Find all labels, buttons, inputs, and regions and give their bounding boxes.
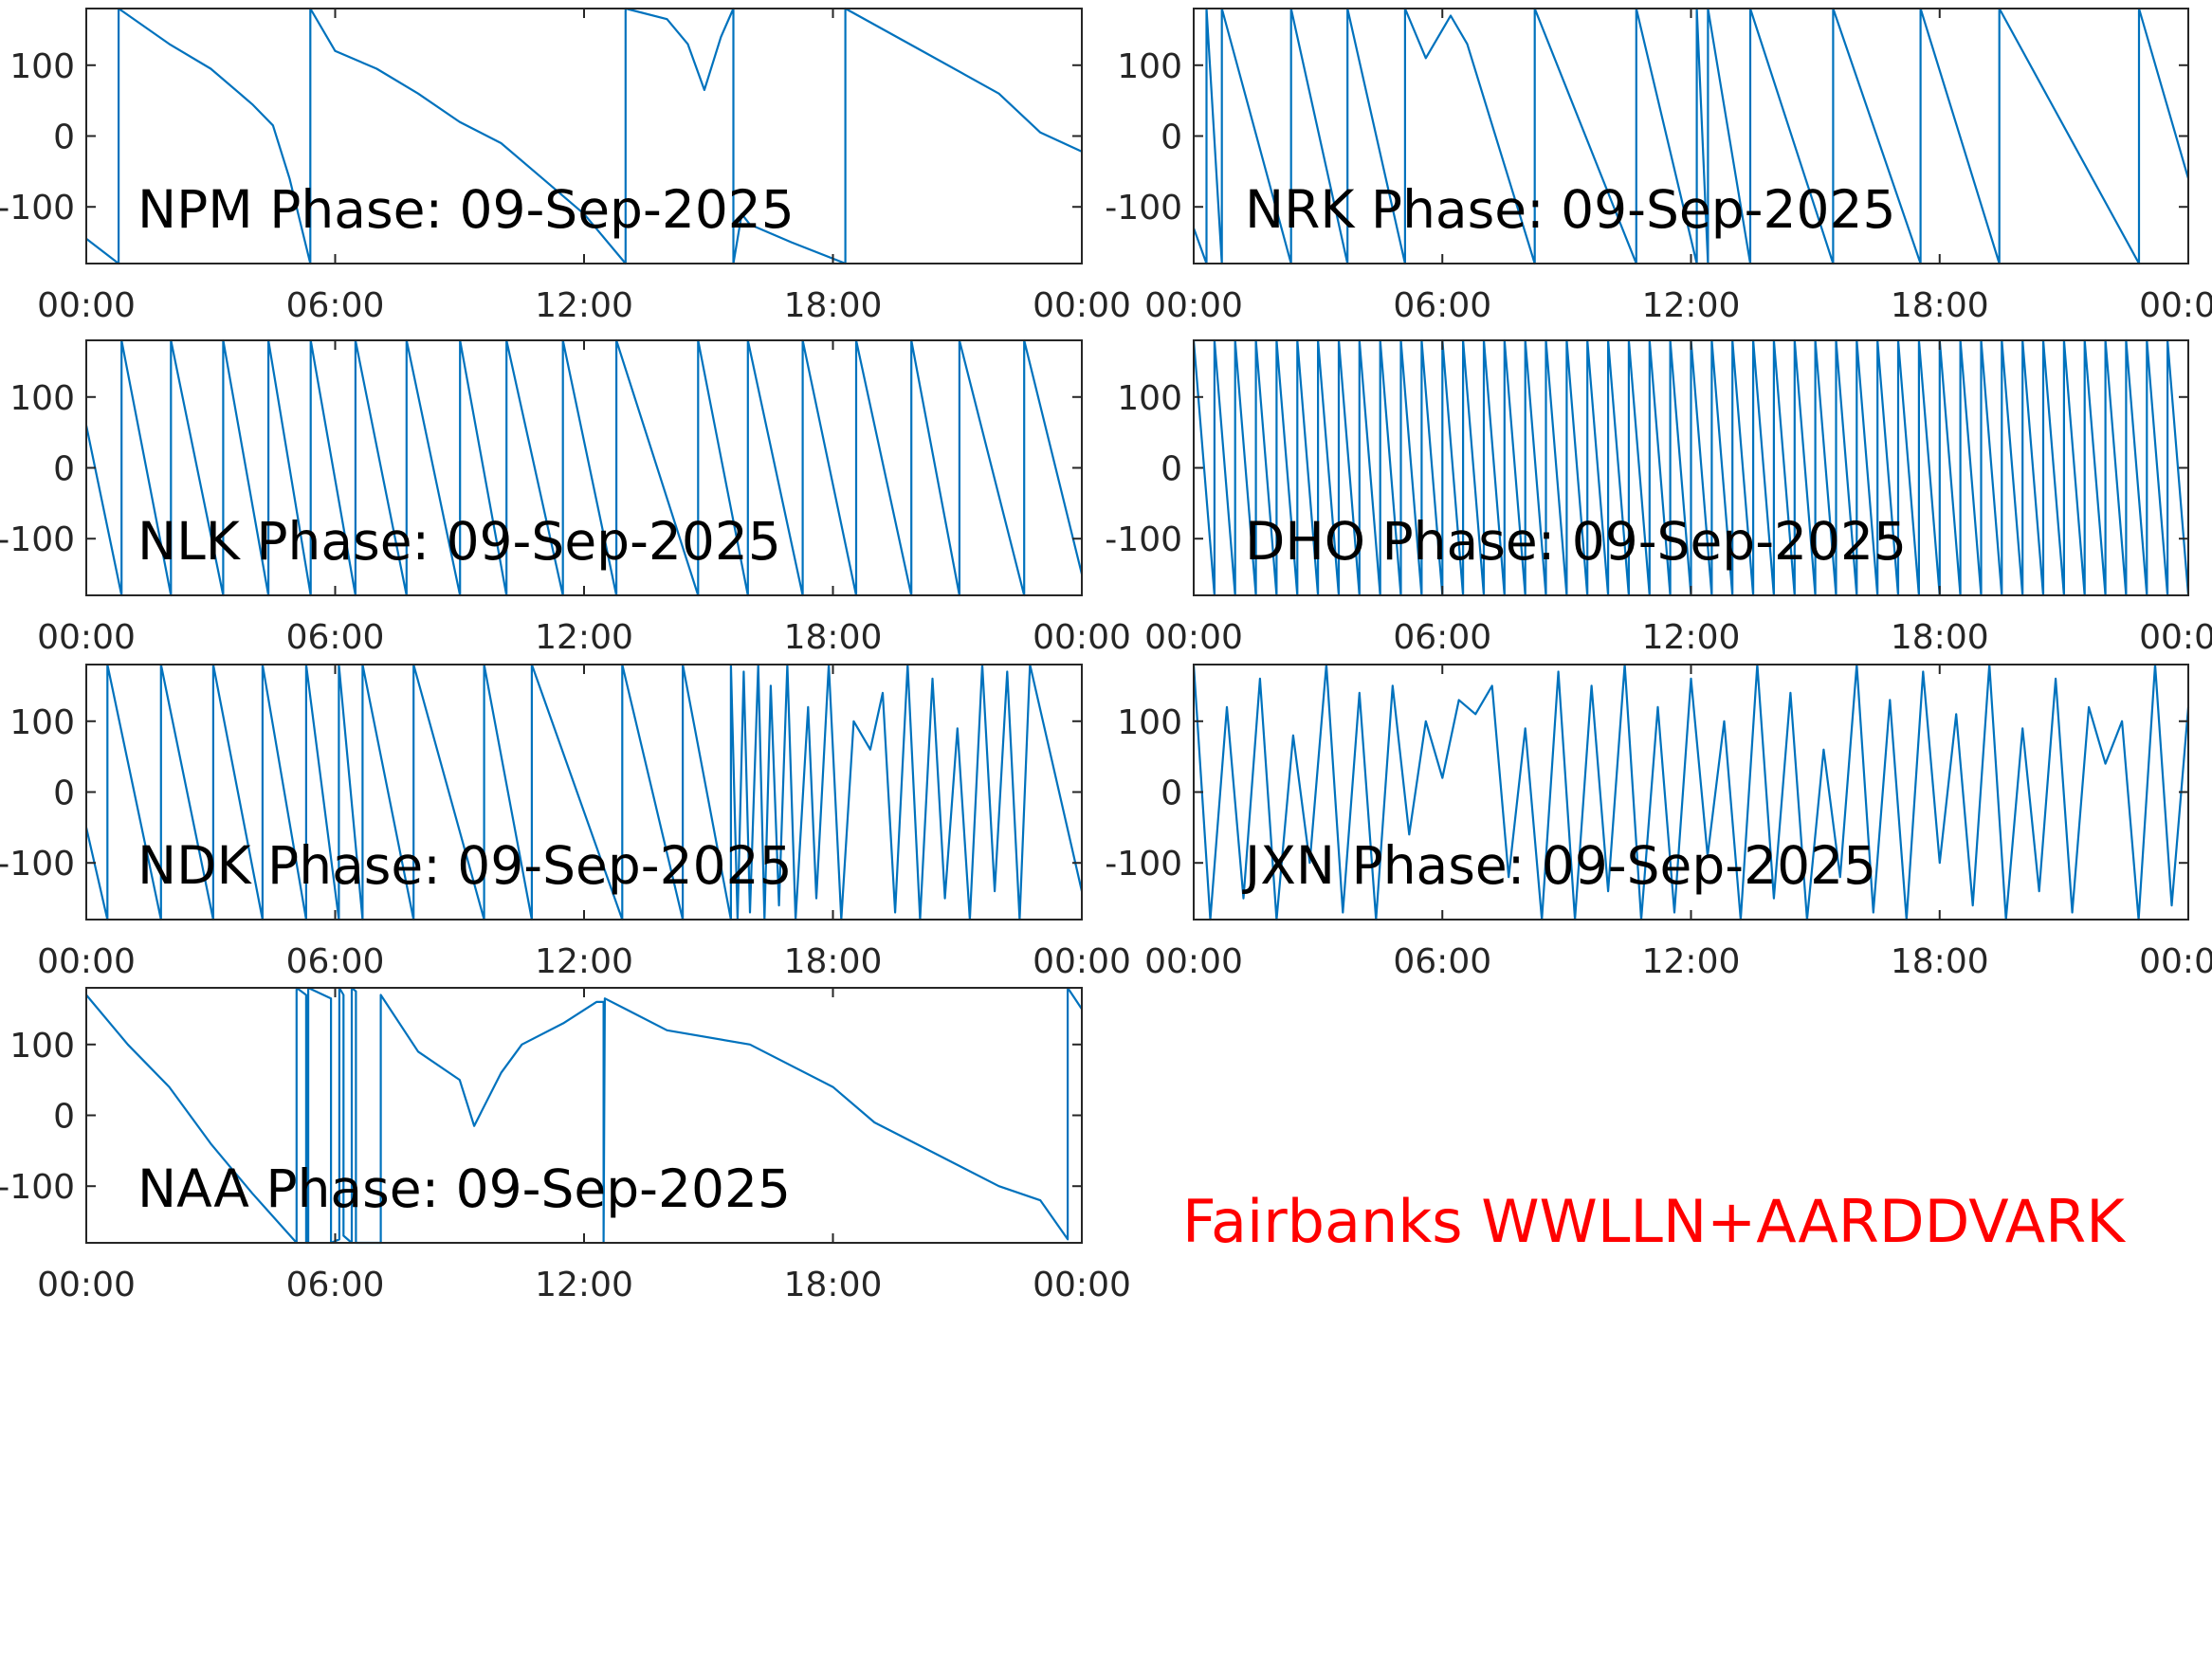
x-tick-label: 00:00	[1033, 1266, 1131, 1304]
panel: -100 0 100 00:00 06:00 12:00 18:00 00:00 NLK Pha…	[0, 338, 1131, 657]
panel: -100 0 100 00:00 06:00 12:00 18:00 00:00 NRK Pha…	[1105, 7, 2212, 325]
y-tick-label: 100	[1117, 379, 1182, 418]
panel: -100 0 100 00:00 06:00 12:00 18:00 00:00 JXN Pha…	[1105, 663, 2212, 981]
x-tick-label: 00:00	[37, 618, 136, 657]
y-tick-label: 100	[9, 47, 75, 86]
phase-line	[85, 986, 1083, 1245]
panel: -100 0 100 00:00 06:00 12:00 18:00 00:00 DHO Pha…	[1105, 338, 2212, 657]
x-tick-label: 00:00	[37, 286, 136, 325]
x-tick-label: 06:00	[286, 286, 385, 325]
x-tick-label: 00:00	[1144, 286, 1243, 325]
x-tick-label: 18:00	[784, 1266, 883, 1304]
x-tick-label: 00:00	[1144, 618, 1243, 657]
panel: -100 0 100 00:00 06:00 12:00 18:00 00:00 NAA Pha…	[0, 986, 1131, 1304]
y-tick-label: 100	[9, 703, 75, 742]
y-tick-label: -100	[1105, 520, 1182, 559]
y-tick-label: -100	[0, 845, 75, 884]
panel-title: NLK Phase: 09-Sep-2025	[137, 511, 781, 572]
panel-title: NPM Phase: 09-Sep-2025	[137, 179, 795, 240]
y-tick-label: 0	[1161, 450, 1182, 489]
x-tick-label: 00:00	[37, 942, 136, 981]
x-tick-label: 00:00	[1144, 942, 1243, 981]
x-tick-label: 12:00	[535, 618, 633, 657]
x-tick-label: 12:00	[535, 942, 633, 981]
y-tick-label: 0	[53, 775, 75, 813]
y-tick-label: 100	[1117, 703, 1182, 742]
x-tick-label: 06:00	[286, 1266, 385, 1304]
y-tick-label: -100	[0, 1168, 75, 1207]
x-tick-label: 18:00	[784, 618, 883, 657]
x-tick-label: 12:00	[1642, 286, 1741, 325]
x-tick-label: 00:00	[2139, 942, 2212, 981]
y-tick-label: 0	[53, 450, 75, 489]
x-tick-label: 00:00	[1033, 942, 1131, 981]
panel-title: JXN Phase: 09-Sep-2025	[1242, 835, 1876, 896]
panel: -100 0 100 00:00 06:00 12:00 18:00 00:00 NDK Pha…	[0, 663, 1131, 981]
x-tick-label: 06:00	[286, 618, 385, 657]
panel-title: NRK Phase: 09-Sep-2025	[1245, 179, 1895, 240]
phase-line	[1192, 663, 2190, 921]
y-tick-label: -100	[1105, 845, 1182, 884]
x-tick-label: 06:00	[286, 942, 385, 981]
x-tick-label: 18:00	[1891, 942, 1989, 981]
x-tick-label: 12:00	[535, 1266, 633, 1304]
y-tick-label: 0	[1161, 118, 1182, 157]
x-tick-label: 00:00	[1033, 618, 1131, 657]
panel: -100 0 100 00:00 06:00 12:00 18:00 00:00 NPM Pha…	[0, 7, 1131, 325]
y-tick-label: -100	[1105, 189, 1182, 228]
x-tick-label: 18:00	[784, 286, 883, 325]
x-tick-label: 18:00	[784, 942, 883, 981]
phase-line	[1192, 338, 2190, 597]
y-tick-label: 100	[9, 1027, 75, 1066]
panel-title: NDK Phase: 09-Sep-2025	[137, 835, 793, 896]
y-tick-label: -100	[0, 189, 75, 228]
caption: Fairbanks WWLLN+AARDDVARK	[1182, 1187, 2126, 1256]
y-tick-label: 100	[1117, 47, 1182, 86]
x-tick-label: 18:00	[1891, 618, 1989, 657]
x-tick-label: 12:00	[1642, 618, 1741, 657]
x-tick-label: 06:00	[1393, 286, 1491, 325]
x-tick-label: 18:00	[1891, 286, 1989, 325]
panel-title: DHO Phase: 09-Sep-2025	[1245, 511, 1907, 572]
y-tick-label: 0	[53, 118, 75, 157]
x-tick-label: 12:00	[535, 286, 633, 325]
y-tick-label: 0	[1161, 775, 1182, 813]
y-tick-label: 0	[53, 1098, 75, 1137]
panel-title: NAA Phase: 09-Sep-2025	[137, 1158, 791, 1219]
phase-line	[84, 663, 1084, 921]
x-tick-label: 00:00	[37, 1266, 136, 1304]
y-tick-label: -100	[0, 520, 75, 559]
x-tick-label: 00:00	[1033, 286, 1131, 325]
x-tick-label: 00:00	[2139, 618, 2212, 657]
x-tick-label: 12:00	[1642, 942, 1741, 981]
phase-line	[85, 7, 1083, 265]
x-tick-label: 00:00	[2139, 286, 2212, 325]
x-tick-label: 06:00	[1393, 942, 1491, 981]
x-tick-label: 06:00	[1393, 618, 1491, 657]
phase-line	[84, 338, 1084, 597]
y-tick-label: 100	[9, 379, 75, 418]
